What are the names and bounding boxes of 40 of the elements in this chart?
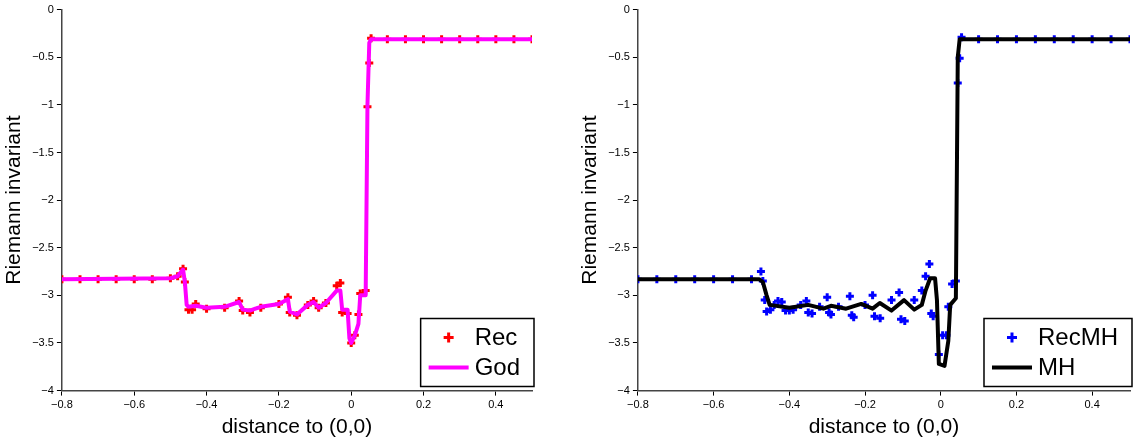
y-tick-label: −3 [617, 288, 630, 301]
y-tick-label: −2.5 [32, 240, 54, 253]
y-tick-label: −3.5 [608, 336, 630, 349]
y-axis-title: Riemann invariant [577, 115, 601, 285]
x-tick-label: 0.2 [1008, 398, 1025, 411]
y-tick-label: −1 [41, 97, 54, 110]
x-tick-label: −0.2 [854, 398, 876, 411]
x-axis-title: distance to (0,0) [808, 414, 960, 438]
legend-label: God [474, 353, 521, 381]
legend-label: RecMH [1038, 323, 1119, 351]
x-tick-label: −0.8 [627, 398, 649, 411]
y-tick-label: −2.5 [608, 240, 630, 253]
x-tick-label: −0.2 [268, 398, 290, 411]
legend-label: Rec [474, 323, 518, 351]
y-tick-label: 0 [623, 2, 630, 15]
y-tick-label: −2 [617, 193, 630, 206]
y-tick-label: −3.5 [32, 336, 54, 349]
x-tick-label: 0.4 [488, 398, 504, 411]
y-tick-label: −1.5 [608, 145, 630, 158]
x-tick-label: 0 [937, 398, 944, 411]
x-tick-label: 0.4 [1084, 398, 1100, 411]
x-tick-label: 0.2 [415, 398, 432, 411]
x-tick-label: −0.4 [195, 398, 218, 411]
y-tick-label: 0 [47, 2, 54, 15]
x-tick-label: −0.6 [702, 398, 725, 411]
y-tick-label: −0.5 [32, 50, 54, 63]
x-tick-label: −0.8 [51, 398, 73, 411]
x-tick-label: −0.4 [778, 398, 801, 411]
x-axis-title: distance to (0,0) [221, 414, 373, 438]
y-tick-label: −1.5 [32, 145, 54, 158]
y-axis-title: Riemann invariant [1, 115, 25, 285]
y-tick-label: −0.5 [608, 50, 630, 63]
y-tick-label: −3 [41, 288, 54, 301]
y-tick-label: −4 [617, 383, 630, 396]
y-tick-label: −2 [41, 193, 54, 206]
y-tick-label: −4 [41, 383, 54, 396]
x-tick-label: −0.6 [123, 398, 146, 411]
legend-label: MH [1038, 353, 1076, 381]
y-tick-label: −1 [617, 97, 630, 110]
x-tick-label: 0 [348, 398, 355, 411]
